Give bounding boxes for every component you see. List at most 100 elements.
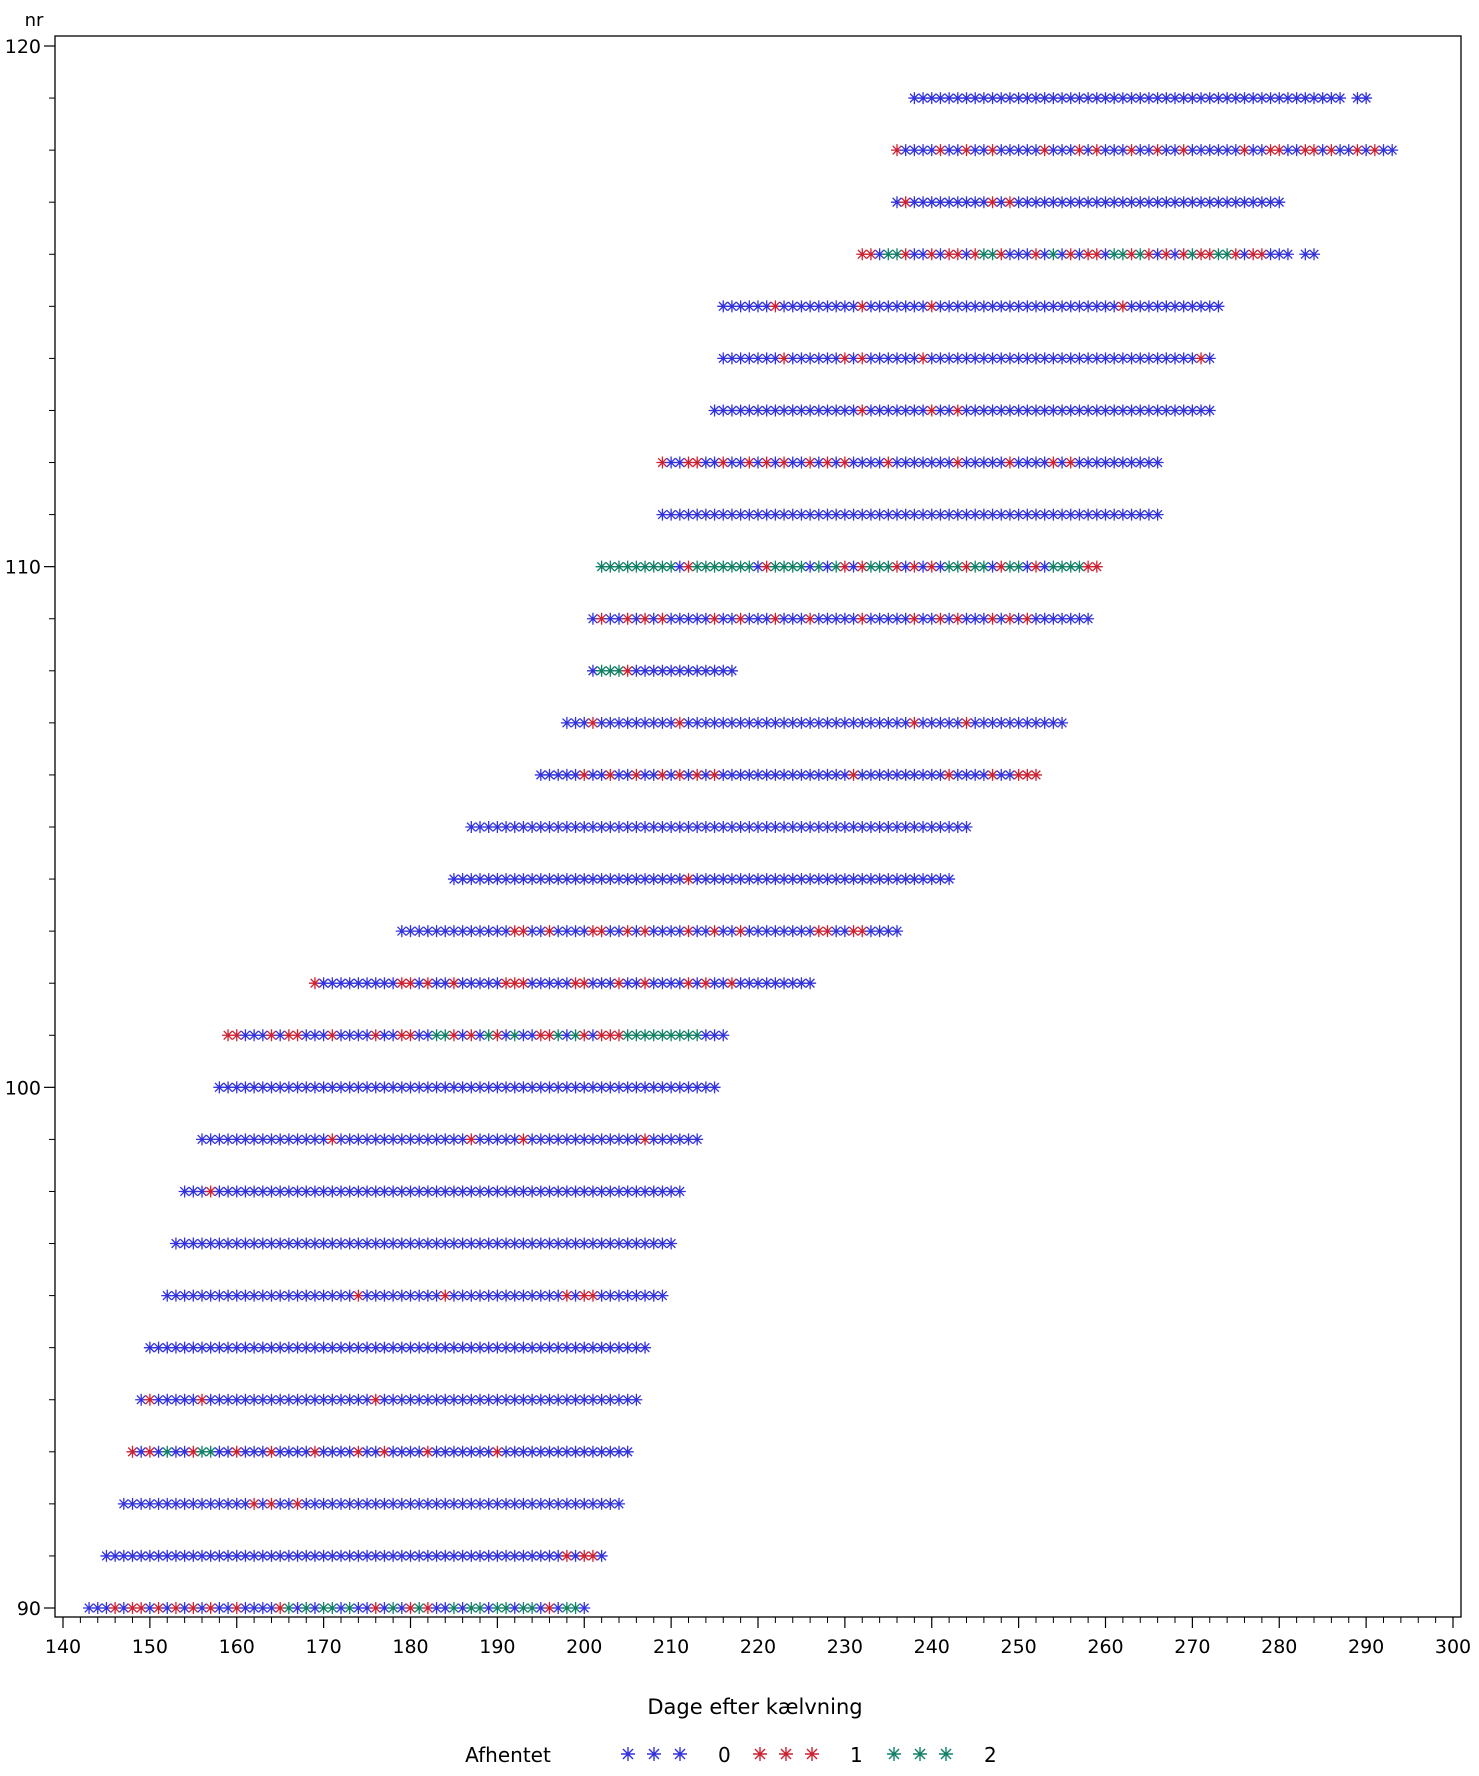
- data-point: [812, 456, 825, 469]
- data-point: [491, 1237, 504, 1250]
- data-point: [456, 1237, 469, 1250]
- data-point: [673, 456, 686, 469]
- data-point: [552, 1029, 565, 1042]
- data-point: [1247, 92, 1260, 105]
- data-point: [1160, 196, 1173, 209]
- data-point: [222, 1237, 235, 1250]
- data-point: [969, 456, 982, 469]
- data-point: [821, 821, 834, 833]
- data-point: [1099, 352, 1112, 365]
- data-point: [899, 456, 912, 469]
- data-point: [552, 1602, 565, 1614]
- data-point: [378, 1341, 391, 1354]
- data-point: [778, 508, 791, 521]
- data-point: [569, 1081, 582, 1094]
- data-point: [804, 977, 817, 990]
- data-point: [1056, 144, 1069, 157]
- data-point: [795, 404, 808, 417]
- data-point: [1090, 92, 1103, 105]
- data-point: [821, 456, 834, 469]
- data-point: [604, 1445, 617, 1458]
- data-point: [474, 1289, 486, 1302]
- data-point: [830, 925, 843, 938]
- data-point: [456, 1549, 469, 1562]
- data-point: [282, 1341, 295, 1354]
- data-point: [882, 456, 895, 469]
- data-point: [1047, 508, 1060, 521]
- data-point: [404, 1289, 417, 1302]
- data-point: [960, 352, 973, 365]
- data-point: [1229, 144, 1242, 157]
- data-point: [951, 404, 964, 417]
- data-point: [925, 612, 938, 625]
- data-point: [995, 144, 1008, 157]
- data-point: [187, 1445, 200, 1458]
- data-point: [795, 925, 808, 938]
- data-point: [613, 1185, 625, 1198]
- data-point: [986, 768, 999, 781]
- data-point: [977, 560, 990, 573]
- data-point: [925, 821, 938, 833]
- data-point: [673, 664, 686, 677]
- data-point: [943, 196, 956, 209]
- data-point: [1030, 612, 1042, 625]
- data-point: [1003, 768, 1016, 781]
- data-point: [752, 352, 764, 365]
- data-point: [465, 1081, 478, 1094]
- data-point: [760, 821, 773, 833]
- data-point: [1308, 144, 1320, 157]
- data-point: [977, 612, 990, 625]
- data-point: [230, 1185, 243, 1198]
- data-point: [1299, 144, 1312, 157]
- data-point: [630, 612, 643, 625]
- data-point: [595, 560, 608, 573]
- data-point: [300, 1029, 313, 1042]
- data-point: [1021, 352, 1034, 365]
- data-point: [673, 768, 686, 781]
- data-point: [734, 300, 747, 313]
- data-point: [421, 1289, 434, 1302]
- data-point: [1177, 248, 1190, 261]
- data-point: [656, 508, 669, 521]
- data-point: [847, 925, 860, 938]
- data-point: [864, 248, 877, 261]
- data-point: [717, 456, 730, 469]
- data-point: [969, 716, 982, 729]
- data-point: [1203, 352, 1216, 365]
- data-point: [465, 1237, 478, 1250]
- data-point: [943, 456, 956, 469]
- data-point: [656, 664, 669, 677]
- data-point: [725, 612, 738, 625]
- data-point: [1021, 456, 1034, 469]
- data-point: [300, 1393, 313, 1406]
- data-point: [1108, 196, 1121, 209]
- data-point: [1030, 144, 1042, 157]
- data-point: [256, 1185, 269, 1198]
- data-point: [230, 1237, 243, 1250]
- data-point: [135, 1497, 148, 1510]
- data-point: [274, 1549, 287, 1562]
- data-point: [421, 1445, 434, 1458]
- data-point: [343, 1185, 356, 1198]
- data-point: [1142, 508, 1155, 521]
- data-point: [300, 1133, 313, 1146]
- data-point: [1134, 196, 1147, 209]
- data-point: [769, 925, 782, 938]
- data-point: [196, 1549, 208, 1562]
- data-point: [465, 1029, 478, 1042]
- data-point: [187, 1549, 200, 1562]
- data-point: [404, 1081, 417, 1094]
- data-point: [1108, 352, 1121, 365]
- data-point: [248, 1445, 261, 1458]
- data-point: [482, 1549, 495, 1562]
- data-point: [1064, 508, 1077, 521]
- data-point: [613, 977, 625, 990]
- data-point: [352, 1602, 365, 1614]
- data-point: [508, 1029, 521, 1042]
- data-point: [1082, 612, 1095, 625]
- data-point: [421, 1549, 434, 1562]
- data-point: [239, 1602, 252, 1614]
- data-point: [404, 1341, 417, 1354]
- data-point: [1281, 144, 1294, 157]
- data-point: [595, 1185, 608, 1198]
